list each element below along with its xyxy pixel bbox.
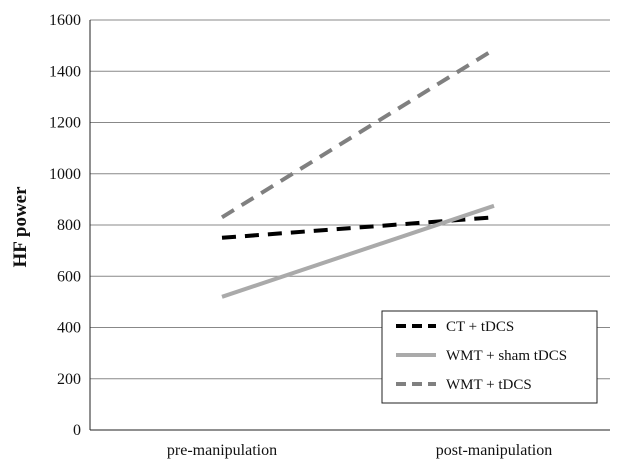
y-tick-label: 1400 <box>49 63 81 80</box>
legend-label-1: WMT + sham tDCS <box>446 348 567 364</box>
legend-label-2: WMT + tDCS <box>446 377 532 393</box>
gridlines <box>90 19 610 380</box>
y-tick-label: 200 <box>57 371 81 388</box>
y-tick-label: 800 <box>57 217 81 234</box>
x-tick-label: post-manipulation <box>436 442 552 459</box>
axes <box>89 20 610 431</box>
legend-label-0: CT + tDCS <box>446 319 514 335</box>
y-tick-label: 600 <box>57 268 81 285</box>
x-tick-label: pre-manipulation <box>167 442 277 459</box>
legend: CT + tDCS WMT + sham tDCS WMT + tDCS <box>381 310 598 404</box>
tick-labels: 0 200 400 600 800 1000 1200 1400 1600 pre-manipul… <box>49 12 552 459</box>
series-line-2 <box>220 47 496 220</box>
y-axis-title: HF power <box>10 186 31 268</box>
series-lines <box>220 47 496 299</box>
series-line-1 <box>221 203 495 299</box>
y-tick-label: 0 <box>73 422 81 439</box>
y-tick-label: 400 <box>57 320 81 337</box>
y-tick-label: 1000 <box>49 166 81 183</box>
y-tick-label: 1200 <box>49 115 81 132</box>
y-tick-label: 1600 <box>49 12 81 29</box>
